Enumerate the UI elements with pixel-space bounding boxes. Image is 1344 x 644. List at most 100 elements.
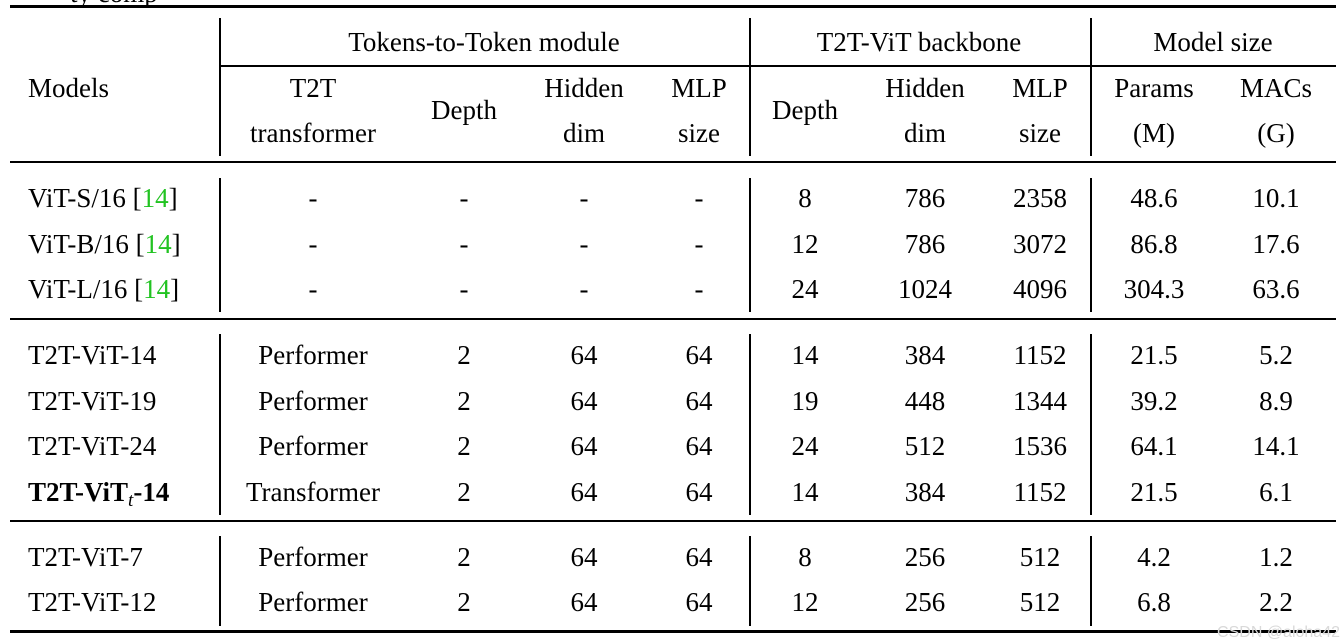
table-cell-bb-hidden: 786 (904, 229, 946, 259)
table-cell-depth: 2 (457, 477, 471, 507)
column-separator (219, 334, 221, 515)
column-header-params-line1: Params (1114, 73, 1194, 103)
table-cell-bb-depth: 12 (791, 229, 819, 259)
table-cell-bb-hidden: 256 (904, 542, 946, 572)
citation-link[interactable]: 14 (141, 183, 169, 213)
column-header-models: Models (28, 73, 109, 103)
table-row-model: T2T-ViT-7 (28, 542, 143, 572)
column-header-mlp-size-line1: MLP (671, 73, 727, 103)
table-cell-depth: - (459, 229, 469, 259)
table-cell-hidden: - (579, 274, 589, 304)
table-cell-t2t: Performer (258, 587, 368, 617)
table-cell-mlp: 64 (685, 386, 713, 416)
column-separator (749, 178, 751, 312)
table-cell-depth: - (459, 183, 469, 213)
table-row-model: T2T-ViTt-14 (28, 477, 170, 511)
column-header-backbone-hidden-dim-line2: dim (903, 118, 947, 148)
table-cell-params: 21.5 (1130, 340, 1178, 370)
table-cell-params: 64.1 (1130, 431, 1178, 461)
table-cell-bb-mlp: 1152 (1013, 340, 1067, 370)
table-cell-t2t: Performer (258, 431, 368, 461)
table-cell-macs: 63.6 (1252, 274, 1300, 304)
table-cell-mlp: 64 (685, 542, 713, 572)
table-cell-bb-hidden: 448 (904, 386, 946, 416)
column-header-t2t-transformer-line2: transformer (250, 118, 376, 148)
table-cell-depth: 2 (457, 340, 471, 370)
table-cell-depth: 2 (457, 431, 471, 461)
table-row-model: T2T-ViT-19 (28, 386, 157, 416)
column-separator (1090, 334, 1092, 515)
caption-fragment: ty comp (70, 0, 158, 9)
table-row-model: ViT-B/16 [14] (28, 229, 181, 259)
table-cell-t2t: Transformer (246, 477, 380, 507)
table-row-model: ViT-S/16 [14] (28, 183, 178, 213)
top-rule (10, 5, 1336, 8)
table-cell-macs: 6.1 (1259, 477, 1293, 507)
table-cell-mlp: - (694, 229, 704, 259)
table-cell-bb-depth: 8 (798, 183, 812, 213)
table-cell-t2t: Performer (258, 542, 368, 572)
column-header-hidden-dim-line1: Hidden (544, 73, 624, 103)
column-separator (219, 536, 221, 626)
table-cell-hidden: 64 (570, 386, 598, 416)
table-cell-macs: 14.1 (1252, 431, 1300, 461)
table-cell-hidden: 64 (570, 587, 598, 617)
table-cell-macs: 5.2 (1259, 340, 1293, 370)
group-header-backbone: T2T-ViT backbone (816, 27, 1022, 57)
column-separator (749, 334, 751, 515)
table-cell-t2t: - (308, 229, 318, 259)
table-cell-bb-mlp: 4096 (1013, 274, 1067, 304)
table-cell-params: 304.3 (1123, 274, 1185, 304)
table-cell-params: 48.6 (1130, 183, 1178, 213)
column-separator (1090, 536, 1092, 626)
table-cell-mlp: 64 (685, 587, 713, 617)
table-cell-mlp: 64 (685, 340, 713, 370)
column-header-backbone-mlp-size-line1: MLP (1012, 73, 1068, 103)
table-cell-bb-mlp: 2358 (1013, 183, 1067, 213)
table-cell-bb-depth: 8 (798, 542, 812, 572)
table-cell-bb-depth: 24 (791, 431, 819, 461)
table-cell-bb-hidden: 786 (904, 183, 946, 213)
column-header-hidden-dim-line2: dim (562, 118, 606, 148)
model-subscript: t (128, 490, 134, 511)
citation-link[interactable]: 14 (144, 229, 172, 259)
bottom-rule (10, 630, 1336, 633)
watermark: CSDN @aloha42 (1217, 624, 1340, 641)
citation-link[interactable]: 14 (143, 274, 171, 304)
column-header-macs-line1: MACs (1239, 73, 1313, 103)
table-cell-bb-mlp: 512 (1019, 542, 1061, 572)
column-separator (1090, 178, 1092, 312)
table-cell-mlp: - (694, 183, 704, 213)
table-cell-depth: 2 (457, 587, 471, 617)
column-separator (1090, 18, 1092, 156)
header-bottom-rule (10, 161, 1336, 163)
table-cell-depth: 2 (457, 542, 471, 572)
table-cell-macs: 10.1 (1252, 183, 1300, 213)
table-cell-bb-hidden: 256 (904, 587, 946, 617)
table-cell-params: 21.5 (1130, 477, 1178, 507)
column-header-params-line2: (M) (1133, 118, 1175, 148)
column-separator (219, 18, 221, 156)
table-cell-mlp: 64 (685, 431, 713, 461)
group-header-t2t-module: Tokens-to-Token module (348, 27, 620, 57)
table-row-model: ViT-L/16 [14] (28, 274, 180, 304)
table-cell-hidden: - (579, 229, 589, 259)
column-header-backbone-mlp-size-line2: size (1019, 118, 1061, 148)
table-cell-macs: 2.2 (1259, 587, 1293, 617)
table-cell-hidden: 64 (570, 340, 598, 370)
column-separator (219, 178, 221, 312)
table-cell-macs: 8.9 (1259, 386, 1293, 416)
table-cell-bb-hidden: 512 (904, 431, 946, 461)
table-cell-macs: 17.6 (1252, 229, 1300, 259)
column-header-depth: Depth (431, 95, 497, 125)
table-cell-t2t: - (308, 274, 318, 304)
table-cell-bb-hidden: 384 (904, 477, 946, 507)
table-cell-t2t: Performer (258, 340, 368, 370)
table-cell-bb-hidden: 1024 (898, 274, 952, 304)
column-separator (749, 18, 751, 156)
table-row-model: T2T-ViT-12 (28, 587, 157, 617)
column-header-t2t-transformer-line1: T2T (289, 73, 337, 103)
group-underline (221, 65, 1336, 67)
table-row-model: T2T-ViT-24 (28, 431, 157, 461)
table-cell-params: 86.8 (1130, 229, 1178, 259)
